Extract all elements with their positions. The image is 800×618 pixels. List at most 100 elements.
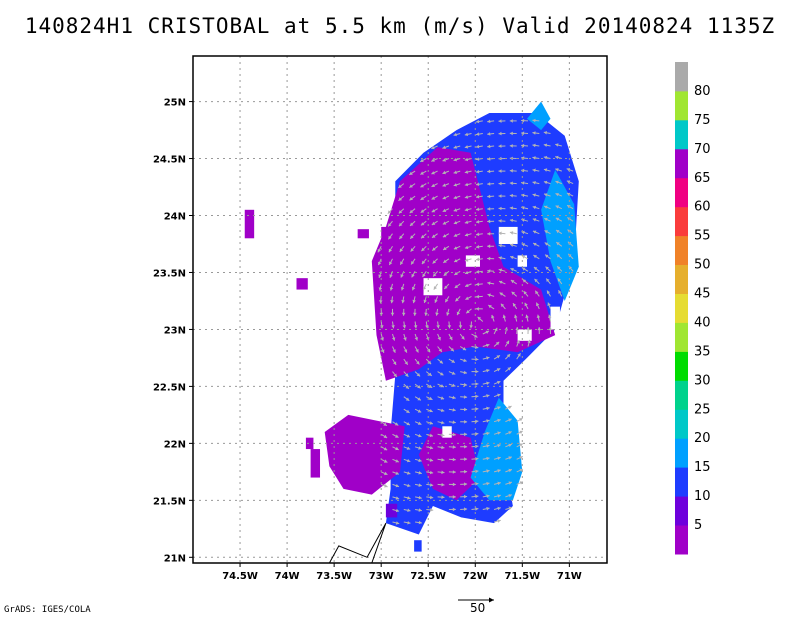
wind-vector	[414, 471, 422, 475]
wind-vector	[460, 507, 468, 511]
wind-vector	[414, 458, 422, 463]
wind-vector	[448, 371, 456, 375]
wind-vector	[431, 245, 438, 251]
wind-vector	[546, 290, 551, 297]
wind-vector	[487, 144, 495, 149]
wind-vector	[498, 131, 506, 136]
wind-vector	[487, 219, 495, 224]
wind-vector	[516, 417, 523, 423]
wind-vector	[544, 254, 551, 260]
wind-vector	[543, 155, 551, 160]
wind-vector	[493, 469, 501, 473]
wind-vector	[498, 231, 506, 236]
wind-vector	[425, 371, 433, 377]
wind-vector	[545, 278, 551, 285]
colorbar-label: 35	[694, 344, 711, 359]
wind-vector	[426, 445, 434, 450]
wind-vector	[465, 308, 472, 314]
wind-vector	[482, 506, 490, 511]
wind-vector	[453, 233, 461, 237]
colorbar-segment	[675, 235, 688, 265]
wind-vector	[392, 433, 399, 438]
wind-vector	[493, 418, 501, 423]
wind-vector	[437, 445, 445, 450]
plot-frame	[192, 55, 608, 564]
wind-vector	[437, 333, 441, 341]
wind-vector	[493, 380, 501, 385]
colorbar-segment	[675, 177, 688, 208]
wind-vector	[414, 358, 420, 365]
wind-vector	[525, 314, 529, 322]
wind-vector	[392, 508, 400, 513]
colorbar-segment	[675, 322, 688, 352]
wind-vector	[482, 431, 490, 436]
wind-vector	[471, 382, 479, 386]
wind-vector	[505, 353, 511, 360]
wind-vector	[555, 229, 563, 235]
wind-vector	[475, 282, 483, 287]
wind-vector	[409, 170, 416, 176]
wind-vector	[399, 258, 405, 266]
wind-vector	[555, 143, 562, 147]
wind-vector	[475, 294, 483, 299]
wind-vector	[392, 346, 396, 354]
wind-vector	[482, 368, 490, 373]
wind-vector	[558, 290, 563, 297]
wind-vector	[471, 432, 479, 436]
wind-vector	[426, 508, 434, 512]
y-tick-label: 21.5N	[153, 496, 186, 507]
wind-vector	[403, 371, 409, 378]
x-tick-label: 73W	[369, 571, 394, 582]
wind-vector	[460, 482, 468, 486]
wind-vector	[420, 170, 427, 175]
wind-vector	[477, 316, 484, 322]
wind-vector	[409, 220, 416, 227]
wind-vector	[442, 145, 450, 149]
wind-vector	[398, 183, 405, 189]
wind-vector	[442, 245, 450, 251]
wind-vector	[566, 180, 574, 185]
wind-vector	[453, 220, 461, 225]
wind-vector	[420, 183, 427, 188]
wind-vector	[403, 508, 411, 512]
wind-vector	[453, 195, 461, 200]
colorbar-label: 55	[694, 229, 711, 244]
wind-vector	[464, 283, 472, 287]
wind-vector	[545, 266, 551, 272]
wind-vector	[543, 168, 551, 172]
wind-vector	[415, 520, 422, 525]
wind-vector	[516, 430, 523, 435]
wind-vector	[509, 218, 517, 223]
wind-vector	[411, 283, 416, 291]
wind-vector	[420, 195, 427, 201]
wind-vector	[456, 308, 461, 316]
wind-vector	[482, 356, 490, 360]
colorbar-segment	[675, 119, 688, 150]
wind-vector	[392, 446, 399, 451]
wind-vector	[509, 169, 517, 173]
wind-cell-2	[357, 229, 369, 239]
wind-vector	[401, 308, 406, 316]
wind-vector	[448, 470, 456, 474]
wind-vector	[447, 321, 452, 329]
wind-vector	[403, 446, 411, 450]
wind-vector	[464, 207, 472, 212]
wind-vector	[493, 481, 501, 486]
wind-vector	[380, 433, 388, 439]
track-line	[328, 522, 387, 564]
wind-vector	[522, 279, 529, 285]
wind-vector	[380, 321, 384, 329]
wind-vector	[510, 267, 517, 272]
wind-vector	[505, 366, 512, 372]
wind-cell-1	[296, 278, 308, 290]
wind-vector	[442, 170, 450, 175]
wind-vector	[437, 470, 445, 475]
wind-vector	[442, 208, 450, 213]
wind-vector	[403, 383, 410, 390]
wind-vector	[459, 346, 467, 351]
wind-vector	[421, 245, 427, 252]
x-tick-label: 71W	[557, 571, 582, 582]
wind-vector	[555, 180, 562, 185]
wind-vector	[498, 169, 506, 173]
